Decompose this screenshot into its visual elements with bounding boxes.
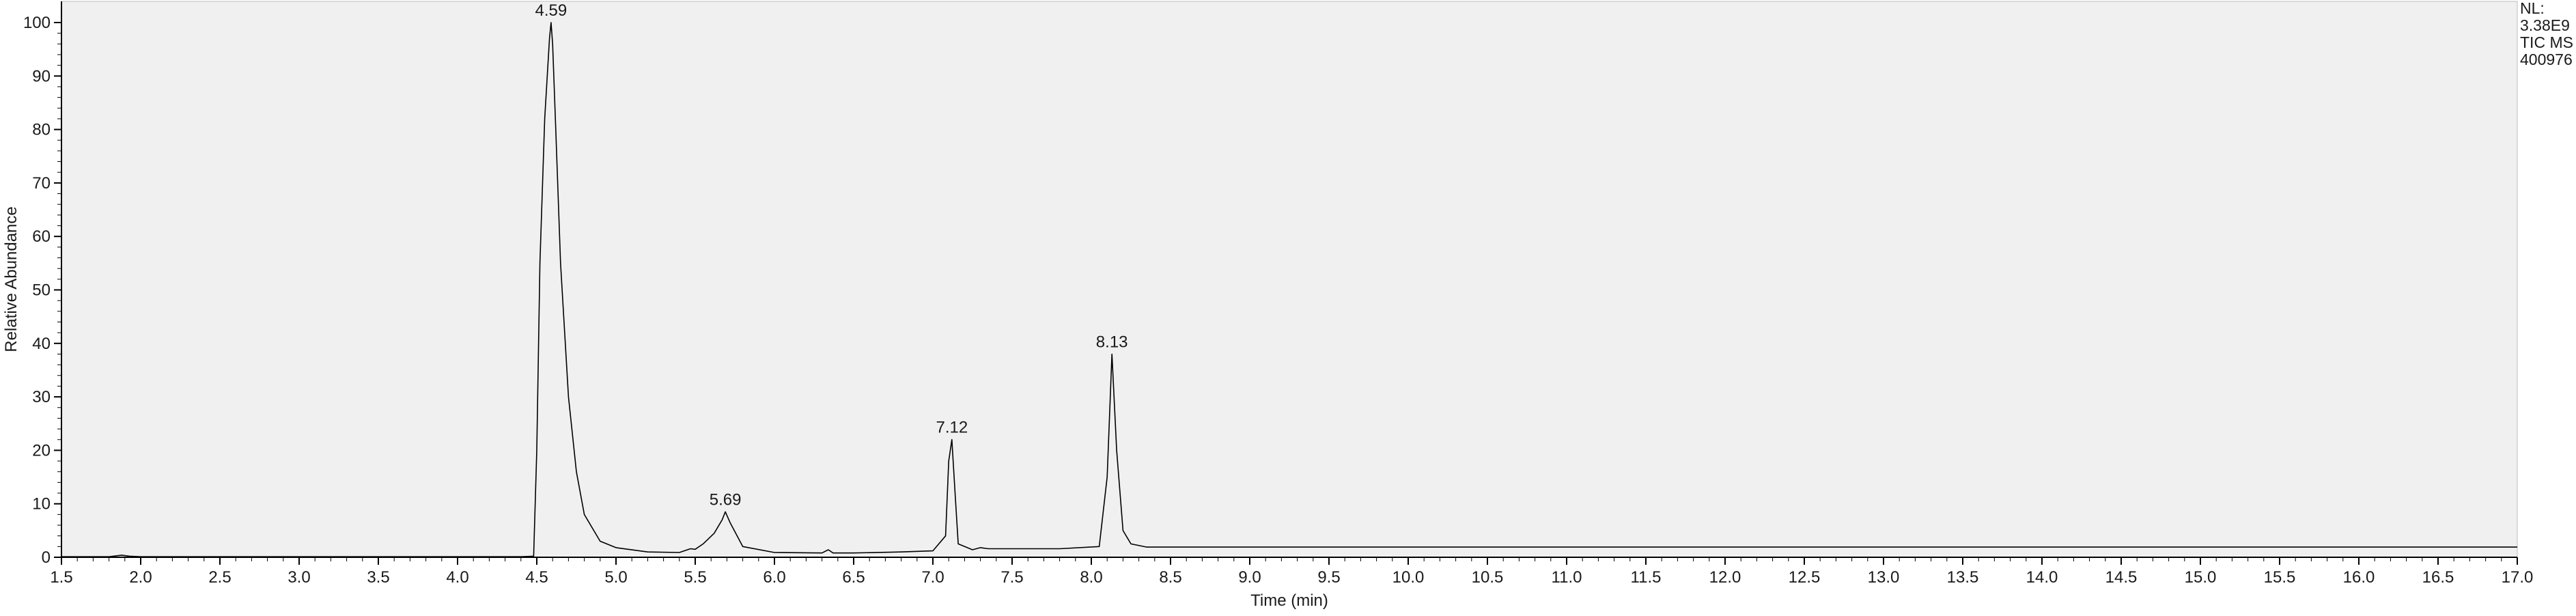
y-tick-label: 50 bbox=[32, 281, 51, 300]
y-tick-label: 90 bbox=[32, 67, 51, 85]
y-tick-label: 100 bbox=[23, 14, 51, 32]
x-tick-label: 11.0 bbox=[1552, 568, 1582, 587]
x-tick-label: 10.0 bbox=[1392, 568, 1425, 587]
x-tick-label: 3.5 bbox=[367, 568, 389, 587]
y-axis-title: Relative Abundance bbox=[2, 206, 20, 352]
info-line: 400976 bbox=[2520, 51, 2573, 68]
y-tick-label: 20 bbox=[32, 441, 51, 460]
x-tick-label: 4.0 bbox=[446, 568, 468, 587]
y-tick-label: 80 bbox=[32, 121, 51, 139]
x-tick-label: 9.0 bbox=[1238, 568, 1261, 587]
x-tick-label: 1.5 bbox=[50, 568, 72, 587]
x-tick-label: 13.5 bbox=[1947, 568, 1979, 587]
x-tick-label: 14.5 bbox=[2105, 568, 2138, 587]
x-tick-label: 2.5 bbox=[208, 568, 231, 587]
x-tick-label: 9.5 bbox=[1317, 568, 1340, 587]
peak-label: 4.59 bbox=[535, 1, 568, 20]
info-line: NL: bbox=[2520, 0, 2545, 17]
x-tick-label: 17.0 bbox=[2502, 568, 2534, 587]
x-tick-label: 12.5 bbox=[1789, 568, 1821, 587]
x-tick-label: 10.5 bbox=[1472, 568, 1504, 587]
y-tick-label: 30 bbox=[32, 388, 51, 406]
x-tick-label: 7.0 bbox=[921, 568, 944, 587]
x-tick-label: 7.5 bbox=[1000, 568, 1023, 587]
x-axis-title: Time (min) bbox=[1250, 591, 1328, 610]
x-tick-label: 15.0 bbox=[2185, 568, 2217, 587]
peak-label: 5.69 bbox=[710, 490, 742, 509]
x-tick-label: 15.5 bbox=[2264, 568, 2296, 587]
y-tick-label: 40 bbox=[32, 335, 51, 353]
x-tick-label: 8.5 bbox=[1159, 568, 1181, 587]
x-tick-label: 12.0 bbox=[1709, 568, 1741, 587]
x-tick-label: 6.5 bbox=[842, 568, 865, 587]
x-tick-label: 13.0 bbox=[1868, 568, 1900, 587]
y-tick-label: 10 bbox=[32, 495, 51, 514]
x-axis-ticks: 1.5 2.0 2.5 3.0 3.5 4.0 4.5 5.0 5.5 6.0 6.5 7.0 7.5 8… bbox=[50, 557, 2533, 587]
tic-trace-line bbox=[61, 22, 2517, 557]
x-tick-label: 16.0 bbox=[2343, 568, 2375, 587]
x-tick-label: 16.5 bbox=[2422, 568, 2454, 587]
x-tick-label: 2.0 bbox=[129, 568, 152, 587]
x-tick-label: 14.0 bbox=[2026, 568, 2058, 587]
x-tick-label: 8.0 bbox=[1080, 568, 1102, 587]
info-line: 3.38E9 bbox=[2520, 16, 2570, 34]
x-tick-label: 11.5 bbox=[1631, 568, 1662, 587]
x-tick-label: 3.0 bbox=[288, 568, 310, 587]
x-tick-label: 4.5 bbox=[525, 568, 548, 587]
x-tick-label: 5.0 bbox=[604, 568, 627, 587]
y-tick-label: 60 bbox=[32, 227, 51, 246]
peak-label: 7.12 bbox=[936, 419, 968, 437]
y-tick-label: 0 bbox=[42, 548, 51, 567]
x-tick-label: 6.0 bbox=[763, 568, 785, 587]
y-tick-label: 70 bbox=[32, 174, 51, 193]
peak-label: 8.13 bbox=[1096, 333, 1128, 351]
peak-labels: 4.59 5.69 7.12 8.13 bbox=[535, 1, 1128, 509]
x-tick-label: 5.5 bbox=[684, 568, 706, 587]
plot-background bbox=[61, 1, 2518, 558]
info-line: TIC MS bbox=[2520, 33, 2573, 51]
y-axis-ticks: 0 10 20 30 40 50 60 70 80 90 100 bbox=[23, 14, 61, 567]
